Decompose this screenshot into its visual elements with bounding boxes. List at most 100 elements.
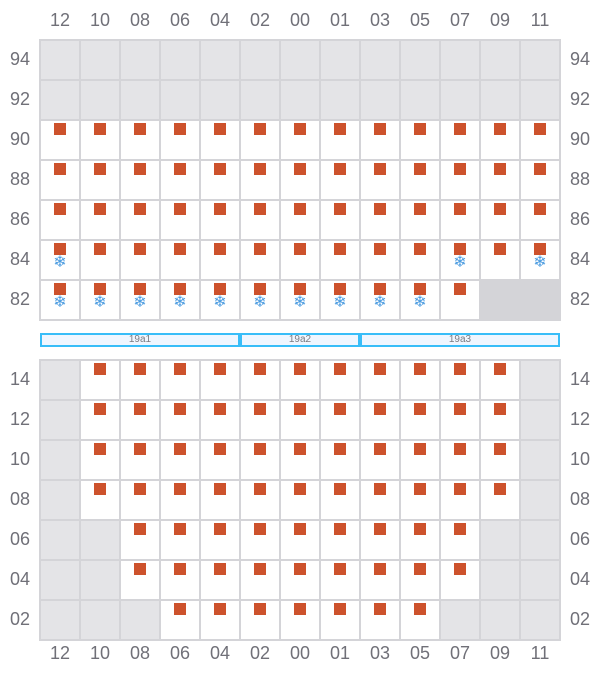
slot-12-04[interactable] <box>201 401 239 439</box>
slot-84-04[interactable] <box>201 241 239 279</box>
slot-06-08[interactable] <box>121 521 159 559</box>
slot-88-03[interactable] <box>361 161 399 199</box>
slot-90-01[interactable] <box>321 121 359 159</box>
slot-06-02[interactable] <box>241 521 279 559</box>
slot-82-02[interactable]: ❄ <box>201 281 239 319</box>
slot-14-01[interactable] <box>321 361 359 399</box>
slot-02-03[interactable] <box>361 601 399 639</box>
slot-84-08[interactable] <box>121 241 159 279</box>
slot-14-07[interactable] <box>441 361 479 399</box>
slot-86-06[interactable] <box>161 201 199 239</box>
slot-82-10[interactable]: ❄ <box>41 281 79 319</box>
slot-14-08[interactable] <box>121 361 159 399</box>
slot-10-06[interactable] <box>161 441 199 479</box>
slot-10-05[interactable] <box>401 441 439 479</box>
slot-88-09[interactable] <box>481 161 519 199</box>
slot-88-12[interactable] <box>41 161 79 199</box>
slot-04-02[interactable] <box>241 561 279 599</box>
slot-84-09[interactable] <box>481 241 519 279</box>
slot-84-03[interactable] <box>361 241 399 279</box>
slot-84-00[interactable] <box>281 241 319 279</box>
slot-84-02[interactable] <box>241 241 279 279</box>
slot-12-03[interactable] <box>361 401 399 439</box>
slot-86-08[interactable] <box>121 201 159 239</box>
slot-82-05[interactable]: ❄ <box>361 281 399 319</box>
slot-82-06[interactable]: ❄ <box>121 281 159 319</box>
slot-88-05[interactable] <box>401 161 439 199</box>
slot-88-08[interactable] <box>121 161 159 199</box>
slot-86-11[interactable] <box>521 201 559 239</box>
slot-86-05[interactable] <box>401 201 439 239</box>
slot-86-04[interactable] <box>201 201 239 239</box>
section-19a3[interactable]: 19a3 <box>360 333 560 347</box>
slot-10-03[interactable] <box>361 441 399 479</box>
slot-08-08[interactable] <box>121 481 159 519</box>
slot-12-05[interactable] <box>401 401 439 439</box>
slot-04-03[interactable] <box>361 561 399 599</box>
slot-08-10[interactable] <box>81 481 119 519</box>
slot-86-10[interactable] <box>81 201 119 239</box>
slot-10-01[interactable] <box>321 441 359 479</box>
slot-04-01[interactable] <box>321 561 359 599</box>
slot-82-08[interactable]: ❄ <box>81 281 119 319</box>
slot-84-12[interactable]: ❄ <box>41 241 79 279</box>
slot-82-12[interactable]: ❄ <box>521 241 559 279</box>
slot-88-10[interactable] <box>81 161 119 199</box>
slot-84-10[interactable] <box>81 241 119 279</box>
slot-02-02[interactable] <box>241 601 279 639</box>
slot-90-04[interactable] <box>201 121 239 159</box>
slot-84-07[interactable]: ❄ <box>441 241 479 279</box>
slot-14-00[interactable] <box>281 361 319 399</box>
slot-06-03[interactable] <box>361 521 399 559</box>
slot-86-01[interactable] <box>321 201 359 239</box>
slot-06-04[interactable] <box>201 521 239 559</box>
slot-88-11[interactable] <box>521 161 559 199</box>
slot-14-06[interactable] <box>161 361 199 399</box>
slot-90-11[interactable] <box>521 121 559 159</box>
slot-02-01[interactable] <box>321 601 359 639</box>
slot-10-04[interactable] <box>201 441 239 479</box>
slot-14-03[interactable] <box>361 361 399 399</box>
slot-08-05[interactable] <box>401 481 439 519</box>
slot-08-01[interactable] <box>321 481 359 519</box>
slot-12-08[interactable] <box>121 401 159 439</box>
slot-06-00[interactable] <box>281 521 319 559</box>
slot-02-00[interactable] <box>281 601 319 639</box>
slot-06-06[interactable] <box>161 521 199 559</box>
slot-82-09[interactable] <box>441 281 479 319</box>
slot-90-09[interactable] <box>481 121 519 159</box>
slot-86-02[interactable] <box>241 201 279 239</box>
slot-86-09[interactable] <box>481 201 519 239</box>
slot-86-03[interactable] <box>361 201 399 239</box>
slot-12-02[interactable] <box>241 401 279 439</box>
slot-12-00[interactable] <box>281 401 319 439</box>
slot-08-02[interactable] <box>241 481 279 519</box>
slot-84-06[interactable] <box>161 241 199 279</box>
slot-86-00[interactable] <box>281 201 319 239</box>
slot-14-05[interactable] <box>401 361 439 399</box>
slot-10-08[interactable] <box>121 441 159 479</box>
slot-06-07[interactable] <box>441 521 479 559</box>
slot-90-10[interactable] <box>81 121 119 159</box>
slot-12-07[interactable] <box>441 401 479 439</box>
slot-82-04[interactable]: ❄ <box>161 281 199 319</box>
slot-04-05[interactable] <box>401 561 439 599</box>
slot-82-00[interactable]: ❄ <box>241 281 279 319</box>
slot-86-07[interactable] <box>441 201 479 239</box>
slot-14-09[interactable] <box>481 361 519 399</box>
slot-06-01[interactable] <box>321 521 359 559</box>
slot-08-06[interactable] <box>161 481 199 519</box>
slot-82-01[interactable]: ❄ <box>281 281 319 319</box>
slot-04-04[interactable] <box>201 561 239 599</box>
slot-08-00[interactable] <box>281 481 319 519</box>
slot-90-12[interactable] <box>41 121 79 159</box>
slot-04-07[interactable] <box>441 561 479 599</box>
slot-90-02[interactable] <box>241 121 279 159</box>
slot-82-03[interactable]: ❄ <box>321 281 359 319</box>
slot-14-04[interactable] <box>201 361 239 399</box>
slot-90-05[interactable] <box>401 121 439 159</box>
slot-90-00[interactable] <box>281 121 319 159</box>
section-19a1[interactable]: 19a1 <box>40 333 240 347</box>
slot-08-09[interactable] <box>481 481 519 519</box>
slot-84-05[interactable] <box>401 241 439 279</box>
